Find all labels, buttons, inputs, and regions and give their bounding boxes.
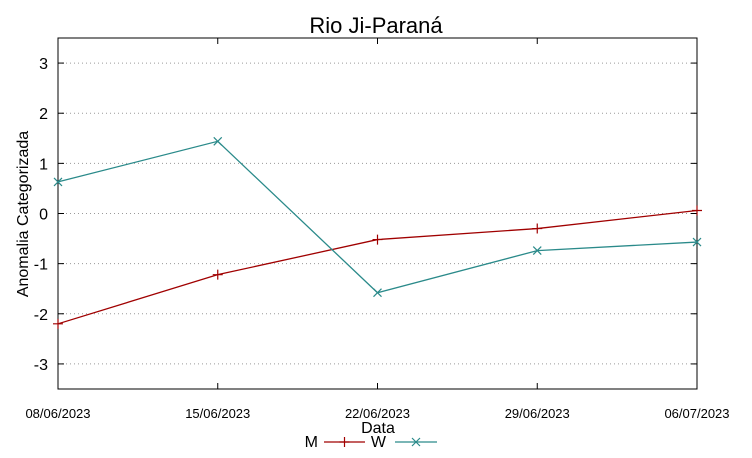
chart-title: Rio Ji-Paraná bbox=[309, 13, 443, 38]
data-point-w bbox=[213, 136, 223, 146]
data-point-m bbox=[372, 234, 383, 245]
x-tick-label: 06/07/2023 bbox=[664, 406, 729, 421]
y-axis: 3 2 1 0 -1 -2 -3 bbox=[34, 56, 697, 374]
legend-marker bbox=[411, 437, 421, 447]
data-point-w bbox=[692, 237, 702, 247]
data-point-w bbox=[373, 288, 382, 298]
legend-label: W bbox=[371, 434, 387, 451]
x-tick-label: 29/06/2023 bbox=[505, 406, 570, 421]
y-tick-label: 2 bbox=[39, 106, 48, 123]
legend-marker bbox=[339, 437, 350, 447]
y-tick-label: 1 bbox=[39, 156, 48, 173]
legend-item-m: M bbox=[305, 434, 365, 451]
y-tick-label: -1 bbox=[34, 257, 48, 274]
data-point-m bbox=[212, 269, 223, 280]
data-point-w bbox=[532, 246, 542, 256]
data-point-m bbox=[53, 318, 63, 329]
x-axis-label: Data bbox=[361, 420, 395, 437]
x-tick-label: 22/06/2023 bbox=[345, 406, 410, 421]
data-point-m bbox=[532, 223, 543, 234]
x-tick-label: 15/06/2023 bbox=[185, 406, 250, 421]
data-point-w bbox=[53, 177, 63, 187]
x-axis: 08/06/2023 15/06/2023 22/06/2023 29/06/2023… bbox=[25, 38, 730, 421]
y-tick-label: -3 bbox=[34, 357, 48, 374]
series-layer bbox=[53, 136, 702, 329]
data-point-m bbox=[692, 205, 702, 216]
series-m bbox=[53, 205, 702, 329]
plot-frame bbox=[57, 37, 698, 390]
series-line-w bbox=[57, 140, 698, 294]
series-w bbox=[53, 136, 702, 298]
legend-item-w: W bbox=[371, 434, 437, 451]
series-line-m bbox=[57, 209, 698, 325]
y-tick-label: -2 bbox=[34, 307, 48, 324]
legend-label: M bbox=[305, 434, 318, 451]
y-axis-label: Anomalia Categorizada bbox=[15, 131, 32, 297]
x-tick-label: 08/06/2023 bbox=[25, 406, 90, 421]
grid bbox=[58, 62, 697, 365]
y-tick-label: 0 bbox=[39, 207, 48, 224]
y-tick-label: 3 bbox=[39, 56, 48, 73]
